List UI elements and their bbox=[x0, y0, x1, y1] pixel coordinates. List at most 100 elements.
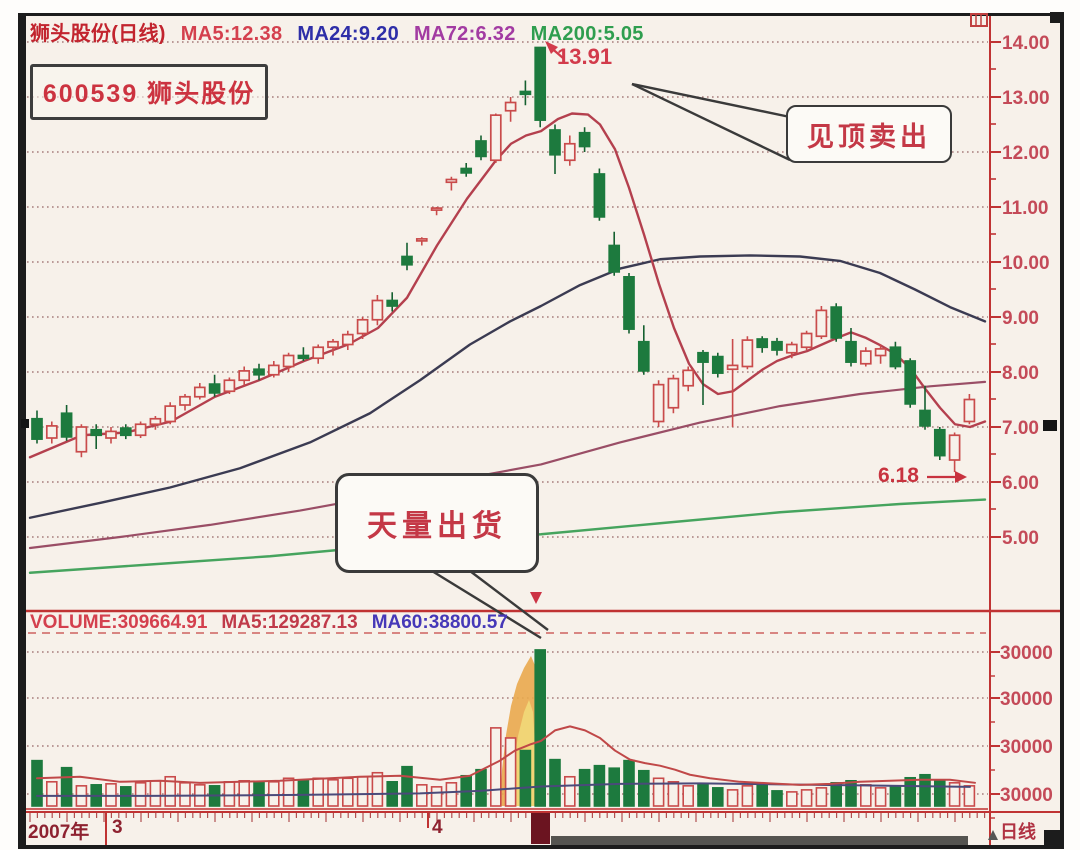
candle-body bbox=[119, 427, 132, 437]
ma72-readout: MA72:6.32 bbox=[414, 23, 516, 45]
candle-body bbox=[623, 276, 635, 330]
candle-body bbox=[297, 354, 310, 360]
volume-bar bbox=[489, 727, 502, 807]
candle-body bbox=[504, 101, 517, 112]
ma200-readout: MA200:5.05 bbox=[530, 23, 644, 45]
volume-bar bbox=[963, 785, 976, 807]
candle-body bbox=[90, 428, 103, 437]
volume-bar bbox=[563, 775, 576, 807]
top-border bbox=[18, 13, 1064, 16]
volume-bar bbox=[889, 785, 902, 807]
volume-axis-label: 30000 bbox=[1000, 689, 1053, 710]
volume-bar bbox=[430, 786, 443, 807]
volume-readout: VOLUME:309664.91 bbox=[30, 612, 208, 633]
candle-body bbox=[267, 364, 280, 376]
candle-body bbox=[164, 405, 177, 423]
candle-body bbox=[149, 417, 162, 426]
sell-at-top-callout: 见顶卖出 bbox=[786, 105, 952, 163]
volume-bar bbox=[312, 777, 325, 807]
volume-bar bbox=[475, 768, 487, 807]
volume-note-leader-line bbox=[431, 569, 542, 640]
candle-body bbox=[919, 409, 931, 427]
volume-ma60-readout: MA60:38800.57 bbox=[371, 612, 508, 633]
volume-bar bbox=[105, 783, 117, 807]
candle-body bbox=[741, 339, 754, 368]
volume-ma5-line bbox=[36, 725, 976, 786]
candle-body bbox=[460, 167, 473, 174]
candle-body bbox=[948, 434, 961, 461]
volume-bar bbox=[149, 779, 162, 807]
candle-body bbox=[830, 306, 843, 339]
candle-body bbox=[771, 340, 783, 351]
volume-bar bbox=[948, 782, 961, 807]
volume-bar bbox=[179, 782, 191, 807]
volume-bar bbox=[341, 777, 354, 807]
volume-bar bbox=[519, 749, 532, 807]
volume-bar bbox=[445, 782, 458, 807]
candle-body bbox=[430, 207, 443, 211]
candle-body bbox=[327, 340, 339, 349]
volume-bar bbox=[504, 737, 517, 807]
period-selector[interactable]: 日线 bbox=[1000, 822, 1036, 842]
candle-body bbox=[652, 383, 665, 423]
candle-body bbox=[667, 377, 680, 409]
candle-body bbox=[31, 417, 43, 440]
volume-bar bbox=[859, 784, 872, 807]
top-right-corner-block bbox=[1050, 12, 1064, 23]
volume-bar bbox=[401, 765, 413, 807]
volume-bar bbox=[45, 781, 58, 807]
price-axis-label: 10.00 bbox=[1002, 253, 1050, 274]
candle-body bbox=[208, 383, 221, 394]
candle-body bbox=[845, 340, 857, 363]
candle-body bbox=[726, 364, 739, 371]
candle-body bbox=[859, 350, 872, 365]
volume-bar bbox=[667, 781, 680, 807]
volume-bar bbox=[785, 791, 798, 807]
sell-top-leader-line bbox=[631, 82, 791, 119]
candle-body bbox=[45, 425, 58, 439]
candle-body bbox=[179, 395, 191, 406]
candle-body bbox=[415, 238, 428, 242]
price-axis-label: 13.00 bbox=[1002, 88, 1050, 109]
candle-body bbox=[75, 426, 88, 453]
candle-body bbox=[711, 355, 724, 374]
volume-bar bbox=[933, 778, 946, 807]
price-axis-label: 7.00 bbox=[1002, 418, 1039, 439]
volume-bar bbox=[830, 782, 843, 807]
window-icon bbox=[970, 13, 988, 27]
volume-bar bbox=[164, 775, 176, 807]
candle-body bbox=[756, 338, 769, 349]
stock-title: 狮头股份(日线) bbox=[30, 23, 166, 45]
bottom-right-corner-block bbox=[1044, 830, 1062, 845]
volume-bar bbox=[697, 784, 709, 807]
candle-body bbox=[815, 309, 828, 338]
candle-body bbox=[534, 46, 547, 121]
stock-code-badge: 600539 狮头股份 bbox=[30, 64, 268, 120]
volume-note-tip bbox=[530, 592, 542, 604]
bottom-border bbox=[18, 845, 1064, 849]
left-border bbox=[18, 14, 26, 847]
price-axis-label: 6.00 bbox=[1002, 473, 1039, 494]
volume-bar bbox=[919, 773, 931, 807]
peak-arrow-head bbox=[545, 41, 558, 54]
time-axis-month-3: 3 bbox=[112, 817, 123, 838]
price-axis-label: 12.00 bbox=[1002, 143, 1050, 164]
candle-body bbox=[386, 299, 399, 307]
candle-body bbox=[608, 244, 621, 273]
volume-bar bbox=[726, 789, 739, 807]
volume-bar bbox=[756, 783, 769, 807]
candle-body bbox=[238, 370, 251, 382]
candle-body bbox=[637, 340, 650, 372]
candle-body bbox=[253, 368, 265, 376]
candle-body bbox=[401, 255, 413, 266]
volume-bar bbox=[534, 649, 547, 807]
volume-ma5-readout: MA5:129287.13 bbox=[221, 612, 358, 633]
volume-bar bbox=[415, 784, 428, 807]
volume-bar bbox=[652, 777, 665, 807]
volume-bar bbox=[371, 771, 384, 807]
ma24-readout: MA24:9.20 bbox=[297, 23, 400, 45]
candle-body bbox=[60, 412, 73, 438]
volume-bar bbox=[593, 764, 606, 807]
candle-body bbox=[519, 90, 532, 96]
